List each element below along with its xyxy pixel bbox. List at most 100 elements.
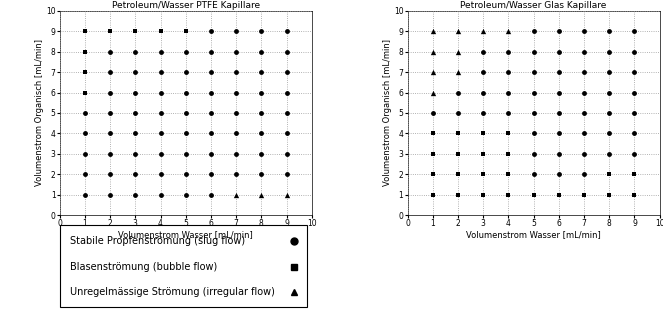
- Point: [579, 49, 589, 54]
- Point: [130, 111, 141, 116]
- Point: [180, 70, 191, 74]
- Point: [206, 70, 216, 74]
- Point: [105, 151, 115, 156]
- Point: [155, 90, 166, 95]
- X-axis label: Volumenstrom Wasser [mL/min]: Volumenstrom Wasser [mL/min]: [119, 230, 253, 239]
- Point: [105, 90, 115, 95]
- Point: [528, 131, 539, 136]
- Point: [105, 70, 115, 74]
- Point: [206, 151, 216, 156]
- Point: [105, 49, 115, 54]
- Point: [629, 151, 640, 156]
- Point: [256, 29, 267, 34]
- Point: [629, 192, 640, 197]
- Point: [604, 29, 615, 34]
- Point: [453, 131, 463, 136]
- Point: [453, 70, 463, 74]
- Point: [130, 70, 141, 74]
- Point: [231, 172, 241, 177]
- Point: [231, 151, 241, 156]
- Point: [428, 111, 438, 116]
- Point: [579, 192, 589, 197]
- Point: [478, 70, 489, 74]
- Point: [528, 151, 539, 156]
- Point: [604, 70, 615, 74]
- Point: [554, 70, 564, 74]
- Point: [604, 131, 615, 136]
- Point: [180, 49, 191, 54]
- Point: [130, 29, 141, 34]
- Point: [528, 49, 539, 54]
- Y-axis label: Volumenstrom Organisch [mL/min]: Volumenstrom Organisch [mL/min]: [36, 40, 44, 186]
- Point: [453, 29, 463, 34]
- Point: [155, 192, 166, 197]
- Point: [180, 90, 191, 95]
- Point: [281, 49, 292, 54]
- Point: [428, 131, 438, 136]
- Point: [130, 49, 141, 54]
- Point: [503, 111, 514, 116]
- Point: [503, 49, 514, 54]
- Point: [579, 111, 589, 116]
- Point: [206, 172, 216, 177]
- Point: [478, 172, 489, 177]
- Point: [105, 172, 115, 177]
- Point: [629, 131, 640, 136]
- Point: [528, 192, 539, 197]
- Point: [80, 29, 90, 34]
- Point: [428, 49, 438, 54]
- Point: [503, 172, 514, 177]
- Point: [453, 192, 463, 197]
- Point: [281, 111, 292, 116]
- Point: [478, 90, 489, 95]
- Point: [130, 151, 141, 156]
- Point: [604, 172, 615, 177]
- Point: [130, 192, 141, 197]
- Point: [256, 49, 267, 54]
- Point: [629, 49, 640, 54]
- Point: [579, 151, 589, 156]
- Point: [155, 29, 166, 34]
- Point: [478, 192, 489, 197]
- Point: [478, 151, 489, 156]
- Point: [231, 90, 241, 95]
- Point: [180, 111, 191, 116]
- Point: [206, 192, 216, 197]
- Point: [231, 70, 241, 74]
- Point: [428, 90, 438, 95]
- Point: [604, 151, 615, 156]
- Point: [281, 151, 292, 156]
- Point: [80, 49, 90, 54]
- Point: [428, 70, 438, 74]
- Point: [604, 90, 615, 95]
- Point: [503, 29, 514, 34]
- Point: [180, 151, 191, 156]
- Point: [256, 151, 267, 156]
- Point: [80, 192, 90, 197]
- Point: [256, 70, 267, 74]
- Point: [428, 29, 438, 34]
- Point: [155, 49, 166, 54]
- Point: [130, 131, 141, 136]
- Point: [155, 172, 166, 177]
- Point: [130, 90, 141, 95]
- Point: [528, 29, 539, 34]
- Point: [206, 29, 216, 34]
- Point: [554, 192, 564, 197]
- Point: [629, 90, 640, 95]
- Point: [80, 111, 90, 116]
- Point: [281, 172, 292, 177]
- Point: [155, 131, 166, 136]
- Point: [231, 49, 241, 54]
- Point: [155, 111, 166, 116]
- Point: [528, 172, 539, 177]
- Point: [256, 131, 267, 136]
- Point: [554, 90, 564, 95]
- Point: [453, 111, 463, 116]
- Title: Petroleum/Wasser Glas Kapillare: Petroleum/Wasser Glas Kapillare: [460, 1, 607, 10]
- Title: Petroleum/Wasser PTFE Kapillare: Petroleum/Wasser PTFE Kapillare: [111, 1, 260, 10]
- Y-axis label: Volumenstrom Organisch [mL/min]: Volumenstrom Organisch [mL/min]: [383, 40, 392, 186]
- Point: [231, 111, 241, 116]
- Point: [231, 192, 241, 197]
- Point: [231, 131, 241, 136]
